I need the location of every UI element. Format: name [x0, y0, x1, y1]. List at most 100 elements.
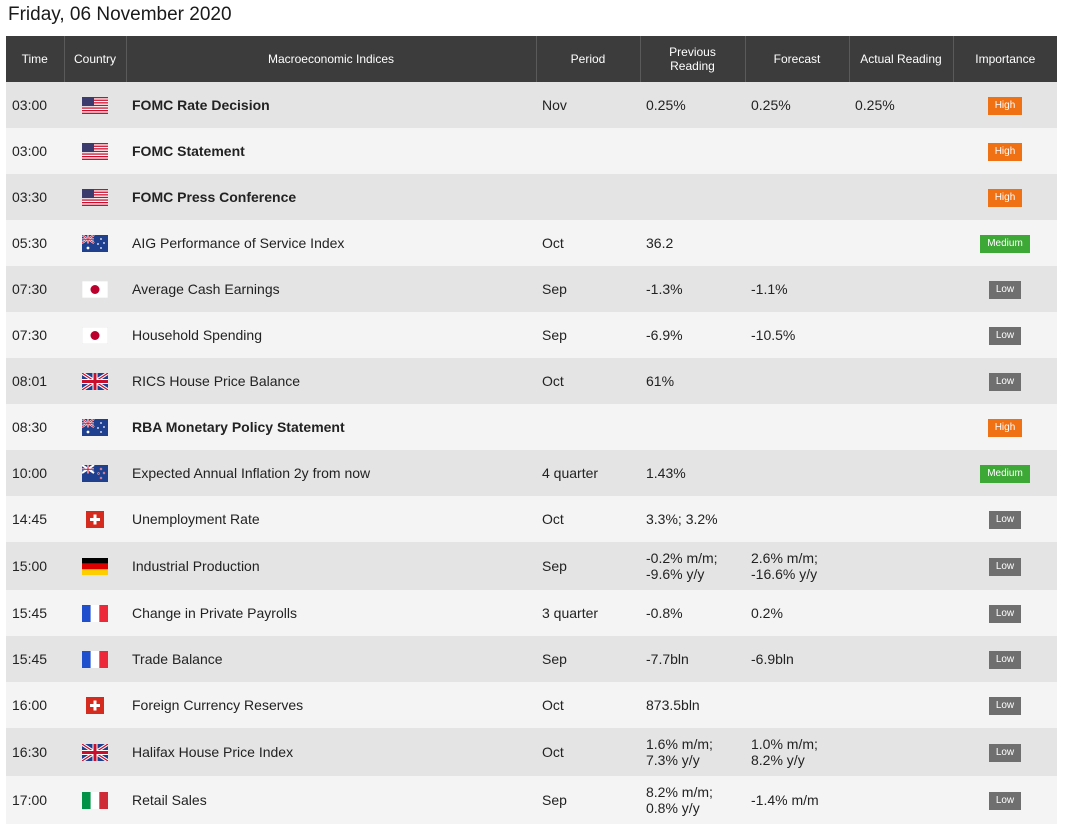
cell-country [64, 682, 126, 728]
cell-period: Oct [536, 220, 640, 266]
cell-previous: 1.43% [640, 450, 745, 496]
importance-badge: Medium [980, 235, 1030, 253]
table-row[interactable]: 03:00 FOMC Rate Decision Nov 0.25% 0.25% 0.25… [6, 82, 1057, 128]
cell-previous: 8.2% m/m; 0.8% y/y [640, 776, 745, 824]
cell-previous: -0.2% m/m; -9.6% y/y [640, 542, 745, 590]
table-row[interactable]: 14:45 Unemployment Rate Oct 3.3%; 3.2% Low [6, 496, 1057, 542]
importance-badge: High [987, 97, 1023, 115]
col-header-importance[interactable]: Importance [953, 36, 1057, 82]
cell-forecast: 0.2% [745, 590, 849, 636]
cell-index-name[interactable]: Household Spending [126, 312, 536, 358]
us-flag-icon [82, 142, 108, 160]
cell-country [64, 496, 126, 542]
it-flag-icon [82, 791, 108, 809]
cell-importance: Low [953, 358, 1057, 404]
table-row[interactable]: 05:30 AIG Performance of Service Index Oct… [6, 220, 1057, 266]
table-row[interactable]: 07:30 Average Cash Earnings Sep -1.3% -1.1% L… [6, 266, 1057, 312]
cell-forecast: 0.25% [745, 82, 849, 128]
cell-country [64, 728, 126, 776]
cell-country [64, 266, 126, 312]
cell-actual [849, 728, 953, 776]
cell-index-name[interactable]: Trade Balance [126, 636, 536, 682]
table-row[interactable]: 15:45 Trade Balance Sep -7.7bln -6.9bln Low [6, 636, 1057, 682]
cell-previous [640, 128, 745, 174]
cell-previous: -1.3% [640, 266, 745, 312]
cell-index-name[interactable]: Foreign Currency Reserves [126, 682, 536, 728]
cell-forecast: 1.0% m/m; 8.2% y/y [745, 728, 849, 776]
table-row[interactable]: 08:30 RBA Monetary Policy Statement High [6, 404, 1057, 450]
cell-time: 14:45 [6, 496, 64, 542]
cell-forecast: -1.4% m/m [745, 776, 849, 824]
importance-badge: High [987, 189, 1023, 207]
cell-index-name[interactable]: FOMC Press Conference [126, 174, 536, 220]
cell-importance: High [953, 82, 1057, 128]
table-row[interactable]: 15:45 Change in Private Payrolls 3 quarter… [6, 590, 1057, 636]
cell-forecast [745, 128, 849, 174]
cell-importance: Low [953, 636, 1057, 682]
table-row[interactable]: 03:00 FOMC Statement High [6, 128, 1057, 174]
col-header-index[interactable]: Macroeconomic Indices [126, 36, 537, 82]
cell-forecast [745, 682, 849, 728]
col-header-actual[interactable]: Actual Reading [849, 36, 954, 82]
cell-period: Oct [536, 496, 640, 542]
cell-period [536, 128, 640, 174]
cell-country [64, 174, 126, 220]
cell-index-name[interactable]: Unemployment Rate [126, 496, 536, 542]
cell-actual [849, 590, 953, 636]
importance-badge: Low [988, 327, 1022, 345]
cell-index-name[interactable]: RICS House Price Balance [126, 358, 536, 404]
cell-previous: 3.3%; 3.2% [640, 496, 745, 542]
cell-forecast [745, 450, 849, 496]
cell-index-name[interactable]: Retail Sales [126, 776, 536, 824]
cell-index-name[interactable]: Average Cash Earnings [126, 266, 536, 312]
cell-country [64, 312, 126, 358]
fr-flag-icon [82, 604, 108, 622]
col-header-time[interactable]: Time [6, 36, 65, 82]
cell-actual [849, 636, 953, 682]
cell-actual [849, 682, 953, 728]
cell-index-name[interactable]: FOMC Rate Decision [126, 82, 536, 128]
cell-previous: -0.8% [640, 590, 745, 636]
col-header-country[interactable]: Country [64, 36, 127, 82]
table-row[interactable]: 10:00 Expected Annual Inflation 2y from n… [6, 450, 1057, 496]
cell-index-name[interactable]: RBA Monetary Policy Statement [126, 404, 536, 450]
importance-badge: High [987, 419, 1023, 437]
cell-importance: Medium [953, 450, 1057, 496]
col-header-forecast[interactable]: Forecast [745, 36, 850, 82]
cell-period: Oct [536, 358, 640, 404]
cell-index-name[interactable]: FOMC Statement [126, 128, 536, 174]
col-header-previous[interactable]: Previous Reading [640, 36, 746, 82]
cell-forecast [745, 174, 849, 220]
cell-time: 03:30 [6, 174, 64, 220]
cell-importance: High [953, 174, 1057, 220]
table-row[interactable]: 03:30 FOMC Press Conference High [6, 174, 1057, 220]
economic-calendar-table: Time Country Macroeconomic Indices Perio… [6, 36, 1057, 824]
cell-forecast: 2.6% m/m; -16.6% y/y [745, 542, 849, 590]
table-row[interactable]: 08:01 RICS House Price Balance Oct 61% Low [6, 358, 1057, 404]
ch-flag-icon [86, 510, 104, 528]
table-row[interactable]: 16:00 Foreign Currency Reserves Oct 873.5bl… [6, 682, 1057, 728]
table-row[interactable]: 16:30 Halifax House Price Index Oct 1.6% m/… [6, 728, 1057, 776]
cell-index-name[interactable]: Change in Private Payrolls [126, 590, 536, 636]
importance-badge: Low [988, 605, 1022, 623]
cell-previous [640, 174, 745, 220]
cell-period: Oct [536, 682, 640, 728]
table-row[interactable]: 17:00 Retail Sales Sep 8.2% m/m; 0.8% y/y -1… [6, 776, 1057, 824]
cell-index-name[interactable]: Industrial Production [126, 542, 536, 590]
cell-country [64, 82, 126, 128]
importance-badge: Low [988, 697, 1022, 715]
cell-actual [849, 542, 953, 590]
cell-index-name[interactable]: AIG Performance of Service Index [126, 220, 536, 266]
cell-previous: -7.7bln [640, 636, 745, 682]
col-header-period[interactable]: Period [536, 36, 641, 82]
cell-importance: Low [953, 542, 1057, 590]
cell-country [64, 776, 126, 824]
cell-time: 05:30 [6, 220, 64, 266]
cell-index-name[interactable]: Expected Annual Inflation 2y from now [126, 450, 536, 496]
table-row[interactable]: 07:30 Household Spending Sep -6.9% -10.5% Low [6, 312, 1057, 358]
cell-period: Oct [536, 728, 640, 776]
cell-index-name[interactable]: Halifax House Price Index [126, 728, 536, 776]
table-row[interactable]: 15:00 Industrial Production Sep -0.2% m/m; … [6, 542, 1057, 590]
us-flag-icon [82, 188, 108, 206]
cell-period: 3 quarter [536, 590, 640, 636]
